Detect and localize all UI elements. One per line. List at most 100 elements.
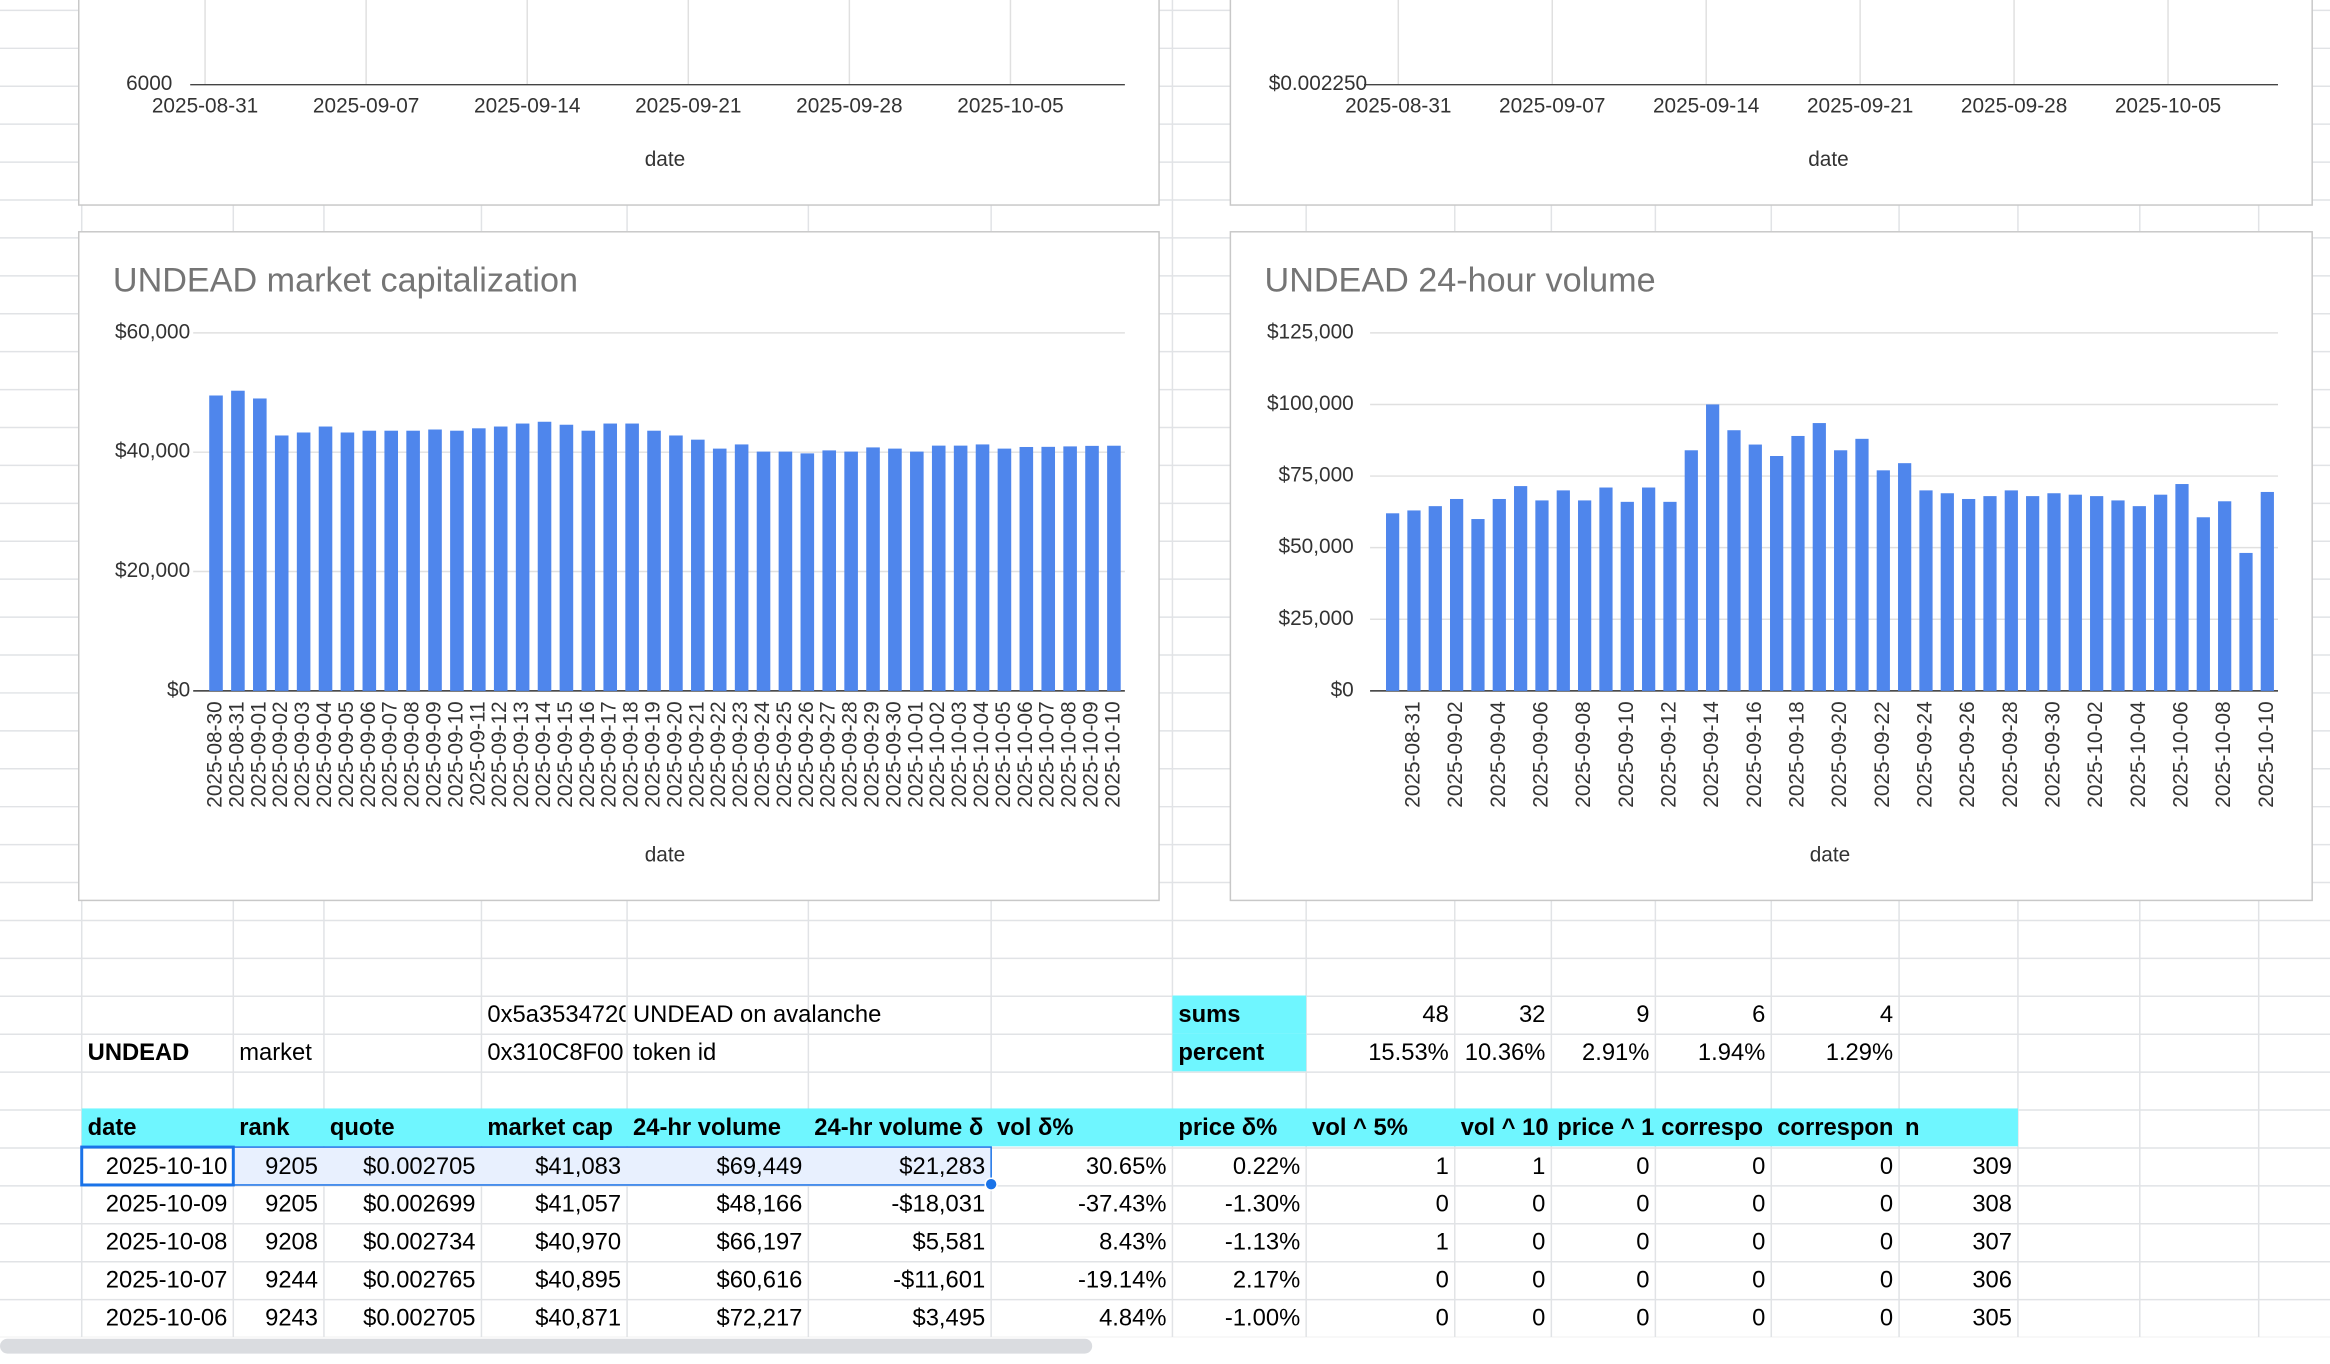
bar <box>2090 496 2104 691</box>
x-tick-label: 2025-09-21 <box>635 94 741 117</box>
bar <box>1727 430 1741 691</box>
y-tick-label: $75,000 <box>1279 464 1354 487</box>
cell-text: 0 <box>1532 1229 1545 1256</box>
scrollbar[interactable] <box>0 1338 1093 1354</box>
y-tick-label: $100,000 <box>1267 392 1354 415</box>
cell-text: price ^ 1 <box>1557 1114 1654 1141</box>
cell-text: $41,083 <box>535 1153 621 1180</box>
bar <box>1983 496 1997 691</box>
bar <box>493 426 508 691</box>
y-tick-label: $25,000 <box>1279 607 1354 630</box>
bar <box>1962 498 1976 691</box>
x-tick-label: 2025-09-13 <box>510 701 533 807</box>
bar <box>669 435 683 691</box>
cell-text: percent <box>1178 1039 1264 1066</box>
x-tick-label: 2025-09-04 <box>1487 701 1510 807</box>
x-axis-label: date <box>645 843 685 866</box>
bar <box>559 424 574 691</box>
cell-text: 0 <box>1532 1266 1545 1293</box>
bar <box>2132 506 2146 691</box>
bar <box>2111 500 2125 691</box>
x-tick-label: 2025-09-15 <box>554 701 577 807</box>
cell-text: 30.65% <box>1086 1153 1167 1180</box>
x-axis-label: date <box>1810 843 1850 866</box>
cell-text: 9 <box>1636 1001 1649 1028</box>
cell-text: quote <box>330 1114 395 1141</box>
cell-text: market <box>239 1039 312 1066</box>
cell-text: $0.002699 <box>363 1191 475 1218</box>
x-tick-label: 2025-08-30 <box>204 701 227 807</box>
bar <box>603 423 618 691</box>
cell-text: -$11,601 <box>893 1266 985 1293</box>
x-tick-label: 2025-09-10 <box>444 701 467 807</box>
cell-text: 32 <box>1519 1001 1545 1028</box>
bar <box>1556 490 1570 691</box>
cell-text: 1.94% <box>1698 1039 1765 1066</box>
bar <box>581 430 596 691</box>
cell-text: $72,217 <box>716 1304 802 1331</box>
y-tick-label: $50,000 <box>1279 535 1354 558</box>
label-fill <box>1172 995 1307 1034</box>
x-tick-label: 2025-09-18 <box>620 701 643 807</box>
cell-text: 0 <box>1636 1153 1649 1180</box>
bar <box>274 435 289 691</box>
x-tick-label: 2025-09-12 <box>1657 701 1680 807</box>
bar <box>975 444 990 691</box>
x-tick-label: 2025-09-20 <box>663 701 686 807</box>
cell-text: 309 <box>1972 1153 2012 1180</box>
header-fill <box>81 1108 2018 1147</box>
x-tick-label: 2025-09-05 <box>335 701 358 807</box>
cell-text: 0 <box>1880 1191 1893 1218</box>
x-tick-label: 2025-10-05 <box>2115 94 2221 117</box>
cell-text: 6 <box>1752 1001 1765 1028</box>
x-tick-label: 2025-09-19 <box>642 701 665 807</box>
cell-text: $0.002734 <box>363 1229 475 1256</box>
bar <box>1386 513 1400 691</box>
cell-text: UNDEAD on avalanche <box>633 1001 881 1028</box>
x-tick-label: 2025-09-21 <box>1807 94 1913 117</box>
x-tick-label: 2025-08-31 <box>152 94 258 117</box>
cell-text: $48,166 <box>716 1191 802 1218</box>
cell-text: 2025-10-06 <box>106 1304 228 1331</box>
x-tick-label: 2025-09-02 <box>269 701 292 807</box>
bar <box>1876 470 1890 691</box>
bar <box>1684 450 1698 691</box>
x-tick-label: 2025-10-10 <box>2255 701 2278 807</box>
bar <box>866 447 880 691</box>
cell-text: 4.84% <box>1099 1304 1166 1331</box>
x-tick-label: 2025-09-28 <box>796 94 902 117</box>
x-tick-label: 2025-09-06 <box>357 701 380 807</box>
cell-text: 0 <box>1880 1266 1893 1293</box>
bar <box>1407 510 1421 691</box>
charts: 2025-08-31 2025-09-07 2025-09-14 2025-09-21… <box>115 0 2278 866</box>
cell-text: 0 <box>1636 1229 1649 1256</box>
x-tick-label: 2025-09-08 <box>401 701 424 807</box>
cell-text: 0 <box>1752 1229 1765 1256</box>
bar <box>1748 444 1762 691</box>
bar <box>1791 435 1805 691</box>
x-tick-label: 2025-10-10 <box>1101 701 1124 807</box>
bar <box>2175 484 2189 691</box>
cell-text: 2025-10-07 <box>106 1266 228 1293</box>
bar <box>318 426 333 691</box>
x-axis-label: date <box>1808 148 1848 171</box>
cell-text: 1 <box>1436 1153 1449 1180</box>
x-tick-label: 2025-10-06 <box>2169 701 2192 807</box>
x-tick-label: 2025-10-01 <box>904 701 927 807</box>
bar <box>953 445 968 691</box>
x-tick-label: 2025-09-30 <box>2041 701 2064 807</box>
cell-text: 2.91% <box>1582 1039 1649 1066</box>
bar <box>231 390 245 691</box>
bar <box>1428 506 1442 691</box>
cell-text: 0 <box>1636 1191 1649 1218</box>
bar <box>1063 446 1077 691</box>
cell-text: -37.43% <box>1078 1191 1167 1218</box>
cell-text: vol δ% <box>997 1114 1073 1141</box>
bar <box>778 451 793 691</box>
bar <box>209 395 223 691</box>
y-tick-label: 6000 <box>126 72 172 95</box>
chart-frame <box>78 0 1160 206</box>
bar <box>1940 493 1954 691</box>
x-tick-label: 2025-09-30 <box>882 701 905 807</box>
cell-text: 0 <box>1752 1304 1765 1331</box>
